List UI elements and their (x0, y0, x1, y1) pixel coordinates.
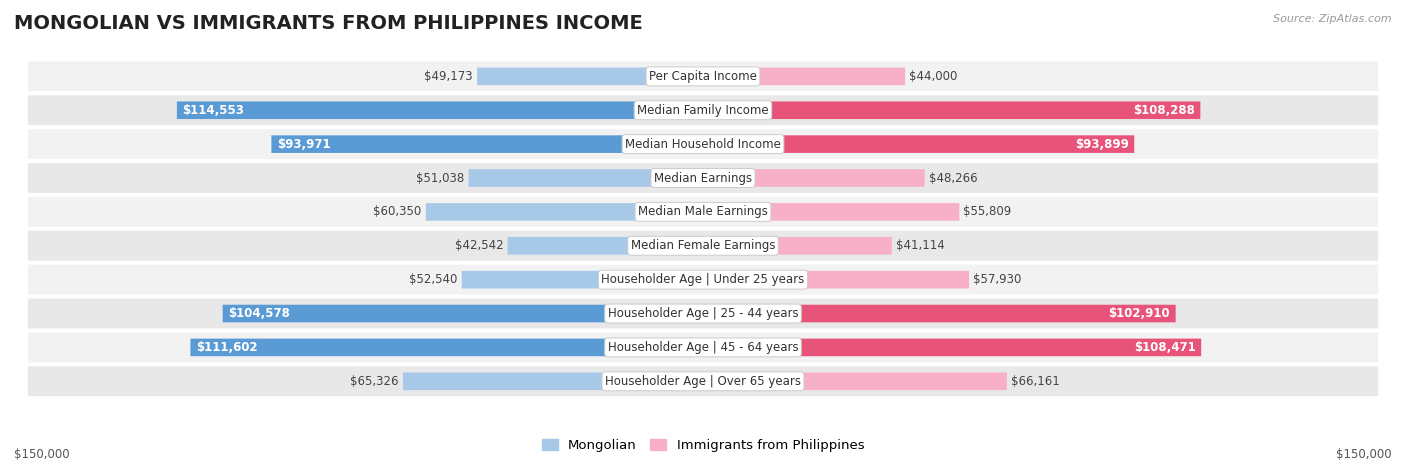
Text: $42,542: $42,542 (456, 239, 503, 252)
FancyBboxPatch shape (703, 203, 959, 221)
FancyBboxPatch shape (703, 373, 1007, 390)
Text: $51,038: $51,038 (416, 171, 464, 184)
FancyBboxPatch shape (28, 367, 1378, 396)
FancyBboxPatch shape (28, 231, 1378, 261)
Text: $48,266: $48,266 (929, 171, 977, 184)
Text: $57,930: $57,930 (973, 273, 1022, 286)
Text: Median Household Income: Median Household Income (626, 138, 780, 151)
Text: $108,471: $108,471 (1133, 341, 1195, 354)
Text: $102,910: $102,910 (1108, 307, 1170, 320)
FancyBboxPatch shape (222, 305, 703, 322)
FancyBboxPatch shape (28, 62, 1378, 91)
Text: $108,288: $108,288 (1133, 104, 1195, 117)
Text: $65,326: $65,326 (350, 375, 399, 388)
Text: Householder Age | Over 65 years: Householder Age | Over 65 years (605, 375, 801, 388)
FancyBboxPatch shape (461, 271, 703, 289)
FancyBboxPatch shape (426, 203, 703, 221)
Text: $150,000: $150,000 (14, 448, 70, 461)
FancyBboxPatch shape (28, 265, 1378, 295)
FancyBboxPatch shape (703, 68, 905, 85)
Text: Householder Age | 25 - 44 years: Householder Age | 25 - 44 years (607, 307, 799, 320)
FancyBboxPatch shape (177, 101, 703, 119)
Text: Median Male Earnings: Median Male Earnings (638, 205, 768, 219)
FancyBboxPatch shape (703, 339, 1201, 356)
Text: MONGOLIAN VS IMMIGRANTS FROM PHILIPPINES INCOME: MONGOLIAN VS IMMIGRANTS FROM PHILIPPINES… (14, 14, 643, 33)
Text: Householder Age | 45 - 64 years: Householder Age | 45 - 64 years (607, 341, 799, 354)
FancyBboxPatch shape (190, 339, 703, 356)
FancyBboxPatch shape (28, 163, 1378, 193)
Text: $114,553: $114,553 (183, 104, 245, 117)
FancyBboxPatch shape (703, 135, 1135, 153)
FancyBboxPatch shape (703, 305, 1175, 322)
Text: $111,602: $111,602 (195, 341, 257, 354)
Text: Median Family Income: Median Family Income (637, 104, 769, 117)
FancyBboxPatch shape (703, 169, 925, 187)
FancyBboxPatch shape (703, 237, 891, 255)
Text: Per Capita Income: Per Capita Income (650, 70, 756, 83)
Text: $104,578: $104,578 (228, 307, 290, 320)
Text: $66,161: $66,161 (1011, 375, 1060, 388)
Text: $44,000: $44,000 (910, 70, 957, 83)
Legend: Mongolian, Immigrants from Philippines: Mongolian, Immigrants from Philippines (537, 434, 869, 457)
FancyBboxPatch shape (703, 101, 1201, 119)
FancyBboxPatch shape (28, 95, 1378, 125)
Text: Median Earnings: Median Earnings (654, 171, 752, 184)
Text: $93,899: $93,899 (1074, 138, 1129, 151)
Text: Householder Age | Under 25 years: Householder Age | Under 25 years (602, 273, 804, 286)
FancyBboxPatch shape (28, 129, 1378, 159)
FancyBboxPatch shape (508, 237, 703, 255)
FancyBboxPatch shape (28, 298, 1378, 328)
FancyBboxPatch shape (28, 197, 1378, 227)
FancyBboxPatch shape (477, 68, 703, 85)
FancyBboxPatch shape (404, 373, 703, 390)
FancyBboxPatch shape (703, 271, 969, 289)
Text: Median Female Earnings: Median Female Earnings (631, 239, 775, 252)
Text: $55,809: $55,809 (963, 205, 1012, 219)
Text: $93,971: $93,971 (277, 138, 330, 151)
Text: $150,000: $150,000 (1336, 448, 1392, 461)
FancyBboxPatch shape (28, 333, 1378, 362)
Text: $60,350: $60,350 (374, 205, 422, 219)
FancyBboxPatch shape (468, 169, 703, 187)
Text: Source: ZipAtlas.com: Source: ZipAtlas.com (1274, 14, 1392, 24)
Text: $52,540: $52,540 (409, 273, 457, 286)
Text: $49,173: $49,173 (425, 70, 472, 83)
Text: $41,114: $41,114 (896, 239, 945, 252)
FancyBboxPatch shape (271, 135, 703, 153)
